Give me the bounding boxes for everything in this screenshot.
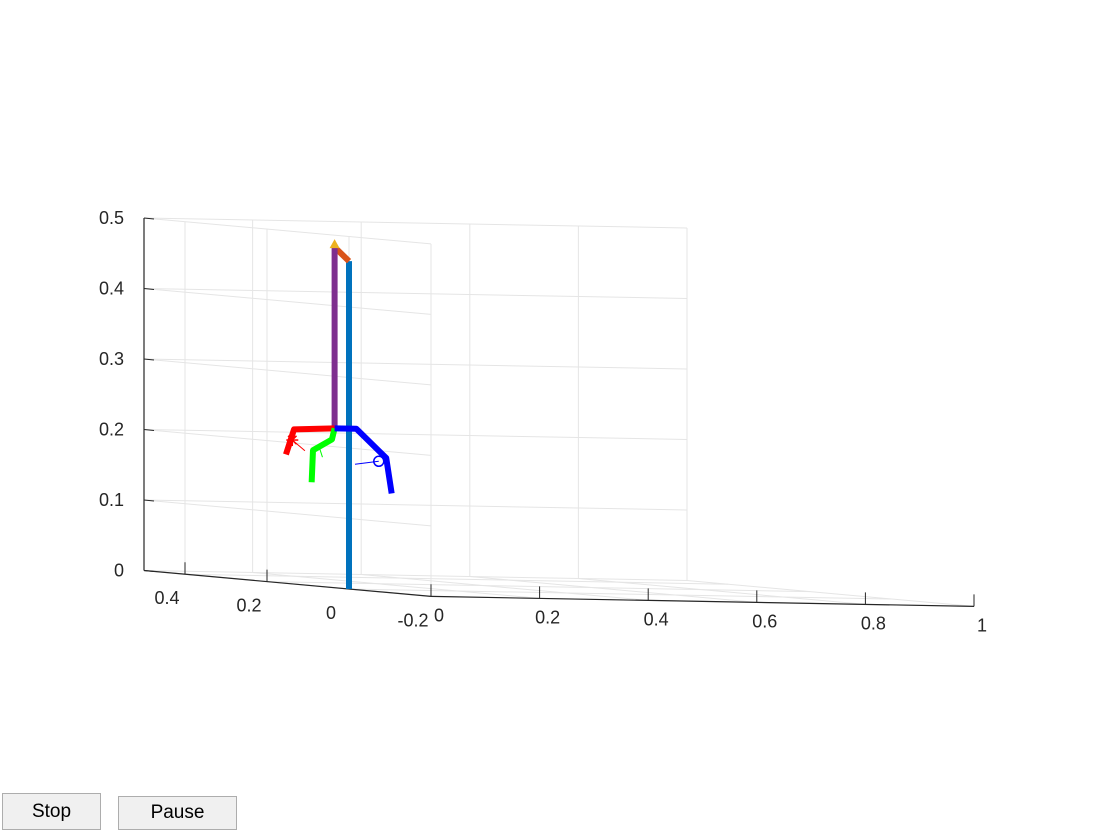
z-tick-label: 0 <box>114 561 124 581</box>
vector-leg2 <box>318 446 323 458</box>
y-tick-label: -0.2 <box>397 610 428 630</box>
grid-line <box>143 429 688 440</box>
asterisk-stroke <box>287 435 298 445</box>
pause-button[interactable]: Pause <box>118 796 237 830</box>
z-tick-label: 0.5 <box>99 208 124 228</box>
z-tick-label: 0.1 <box>99 490 124 510</box>
grid-line <box>143 570 688 581</box>
grid-line <box>143 358 432 386</box>
x-axis-line <box>430 595 975 607</box>
grid-line <box>143 499 432 527</box>
tip-marker <box>329 239 340 249</box>
x-tick-label: 0 <box>434 605 444 625</box>
marker-asterisk-leg1 <box>286 434 299 447</box>
z-tick <box>143 217 155 220</box>
z-tick <box>143 429 155 431</box>
grid-line <box>143 288 432 315</box>
series-leg2 <box>308 427 338 483</box>
data-series <box>283 239 395 589</box>
grid-line <box>143 217 688 229</box>
z-tick <box>143 570 155 572</box>
x-tick-label: 0.8 <box>861 613 886 633</box>
z-tick <box>143 358 155 361</box>
grid-line <box>143 288 688 299</box>
y-tick-label: 0 <box>326 603 336 623</box>
series-leg3 <box>334 425 395 494</box>
grid-line <box>143 499 688 511</box>
z-tick <box>143 499 155 502</box>
grid-line <box>266 581 811 593</box>
marker-circle-leg3 <box>373 455 385 468</box>
z-tick-label: 0.3 <box>99 349 124 369</box>
x-tick-label: 0.4 <box>644 609 669 629</box>
grid-lines <box>143 217 975 607</box>
y-tick-label: 0.2 <box>236 596 261 616</box>
z-tick <box>143 288 155 290</box>
z-tick-label: 0.2 <box>99 420 124 440</box>
x-tick-label: 0.2 <box>535 607 560 627</box>
grid-line <box>143 217 432 245</box>
axes: 0 0.2 0.4 0.6 0.8 1 -0.2 0 0.2 0.4 0 0.1 0.2 0.3 0.4 0.… <box>99 208 987 635</box>
x-tick-label: 1 <box>977 615 987 635</box>
series-leg1 <box>283 425 335 456</box>
y-tick-label: 0.4 <box>154 588 179 608</box>
grid-line <box>348 588 893 600</box>
grid-line <box>184 573 729 585</box>
x-tick-label: 0.6 <box>752 611 777 631</box>
z-tick-label: 0.4 <box>99 279 124 299</box>
y-axis-line <box>143 569 432 597</box>
grid-line <box>686 580 975 607</box>
vector-leg3 <box>354 460 379 465</box>
grid-line <box>143 358 688 370</box>
stop-button[interactable]: Stop <box>2 793 101 830</box>
